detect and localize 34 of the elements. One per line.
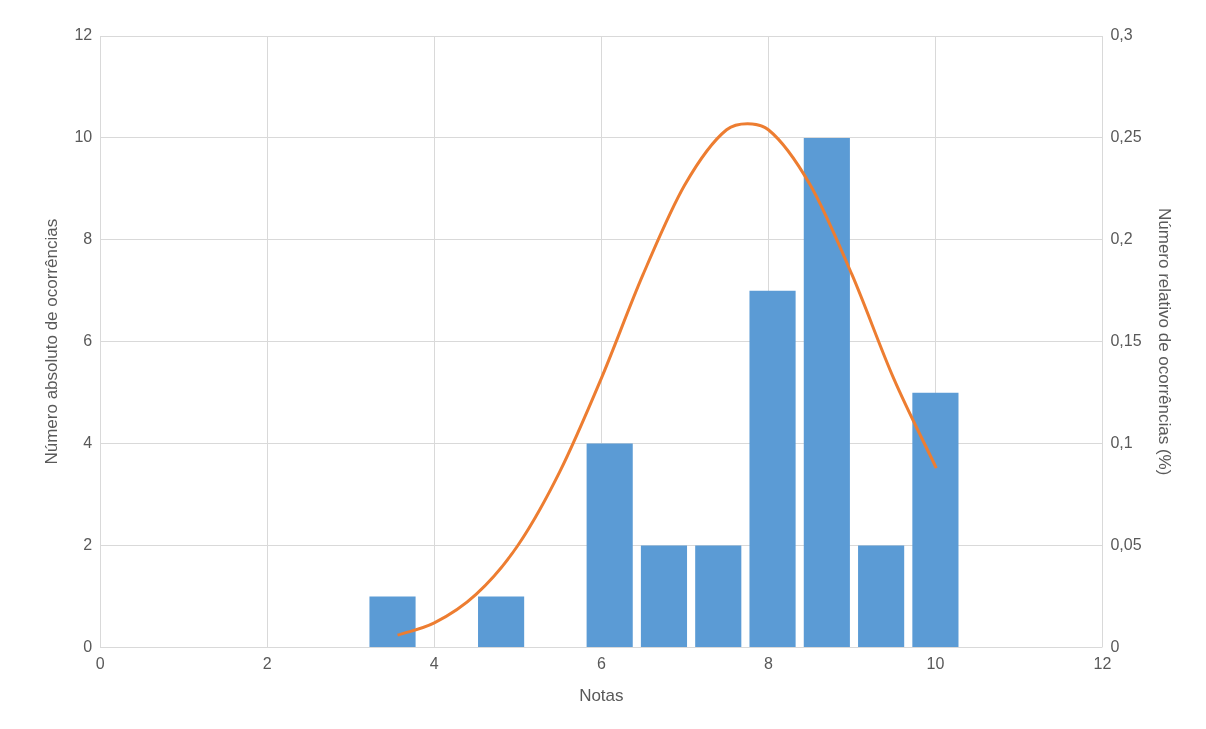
y2-tick-label: 0,25 xyxy=(1110,128,1142,146)
x-tick-label: 6 xyxy=(596,655,606,673)
bar xyxy=(695,545,742,647)
x-tick-label: 2 xyxy=(262,655,272,673)
y-tick-label: 2 xyxy=(83,535,93,553)
x-tick-label: 12 xyxy=(1093,655,1112,673)
y-tick-label: 8 xyxy=(83,230,93,248)
x-tick-label: 0 xyxy=(95,655,105,673)
y-tick-label: 10 xyxy=(74,128,93,146)
y2-tick-label: 0,2 xyxy=(1110,230,1133,248)
y2-axis-title: Número relativo de ocorrências (%) xyxy=(1155,208,1175,476)
bar xyxy=(478,596,525,647)
y-axis-title: Número absoluto de ocorrências xyxy=(41,218,61,465)
bar xyxy=(749,290,796,647)
line-series xyxy=(396,122,938,637)
y2-tick-label: 0 xyxy=(1110,637,1120,655)
bar xyxy=(640,545,688,647)
bar xyxy=(858,545,905,647)
bar xyxy=(912,392,959,647)
bar xyxy=(586,443,633,647)
y2-tick-label: 0,3 xyxy=(1110,26,1133,44)
y2-tick-label: 0,05 xyxy=(1110,535,1142,553)
x-axis-title: Notas xyxy=(579,686,624,706)
y-tick-label: 6 xyxy=(83,332,93,350)
x-tick-label: 8 xyxy=(763,655,773,673)
y-tick-label: 0 xyxy=(83,637,93,655)
y-tick-label: 4 xyxy=(83,434,93,452)
y2-tick-label: 0,1 xyxy=(1110,434,1133,452)
bar xyxy=(803,137,850,647)
bar xyxy=(369,596,416,647)
y2-tick-label: 0,15 xyxy=(1110,332,1142,350)
x-tick-label: 4 xyxy=(429,655,439,673)
y-tick-label: 12 xyxy=(74,26,93,44)
x-tick-label: 10 xyxy=(926,655,945,673)
